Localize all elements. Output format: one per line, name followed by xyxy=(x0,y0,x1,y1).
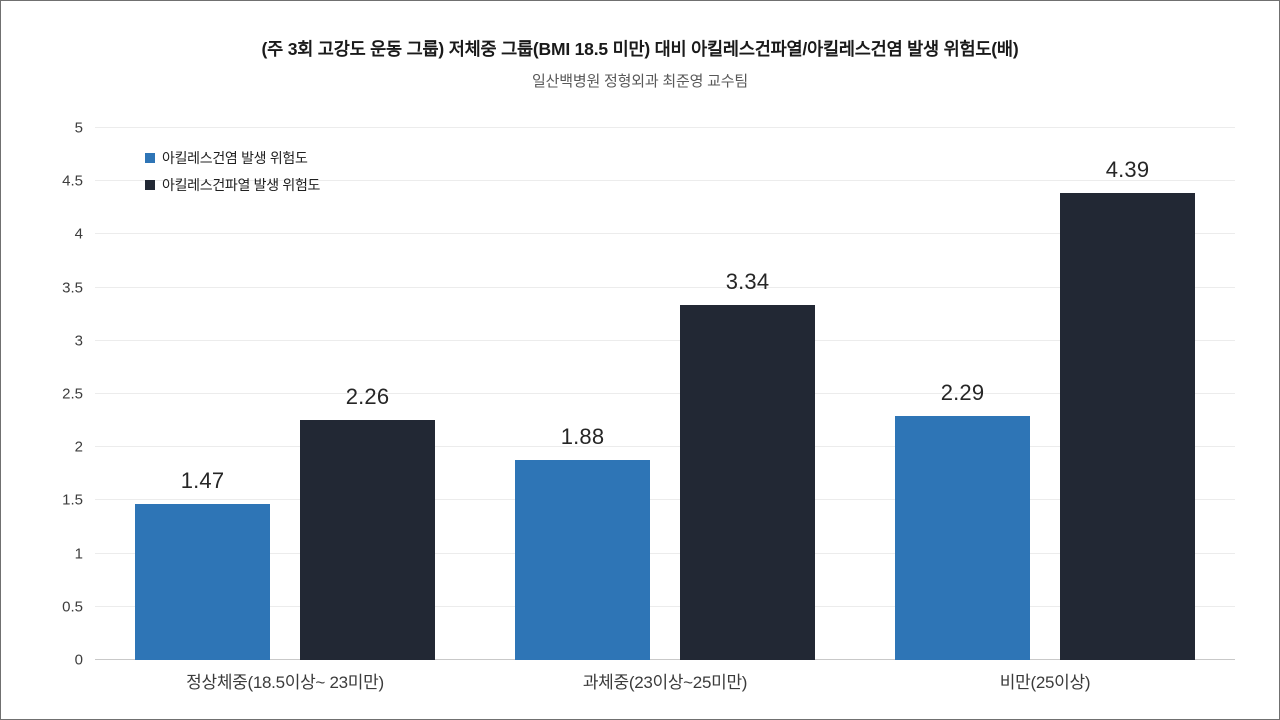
chart-subtitle: 일산백병원 정형외과 최준영 교수팀 xyxy=(532,73,748,90)
y-axis-tick-label: 5 xyxy=(74,119,83,137)
gridline xyxy=(95,127,1235,128)
legend-swatch xyxy=(145,153,155,163)
x-axis-category-label: 과체중(23이상~25미만) xyxy=(582,673,748,692)
legend-label: 아킬레스건파열 발생 위험도 xyxy=(162,177,321,193)
bar-value-label: 3.34 xyxy=(725,268,770,294)
chart-header: (주 3회 고강도 운동 그룹) 저체중 그룹(BMI 18.5 미만) 대비 … xyxy=(0,36,1280,91)
y-axis-tick-label: 0.5 xyxy=(62,598,83,616)
gridline xyxy=(95,499,1235,501)
gridline xyxy=(95,446,1235,448)
bar-groups: 1.47 2.26 1.88 3.34 2.29 4.39 xyxy=(95,128,1235,660)
y-axis-tick-label: 4 xyxy=(74,225,83,243)
gridline xyxy=(95,180,1235,182)
bar-value-label: 4.39 xyxy=(1105,156,1150,182)
bar: 1.88 xyxy=(515,424,650,660)
gridline xyxy=(95,233,1235,235)
x-axis-line xyxy=(95,659,1235,660)
bar: 2.26 xyxy=(300,384,435,660)
chart-title: (주 3회 고강도 운동 그룹) 저체중 그룹(BMI 18.5 미만) 대비 … xyxy=(261,39,1019,59)
bar: 1.47 xyxy=(135,468,270,660)
y-axis-tick-label: 1.5 xyxy=(62,491,83,509)
x-axis-labels: 정상체중(18.5이상~ 23미만) 과체중(23이상~25미만) 비만(25이상) xyxy=(95,668,1235,693)
gridline xyxy=(95,286,1235,288)
y-axis-tick-label: 2 xyxy=(74,438,83,456)
bar-group: 1.88 3.34 xyxy=(475,128,855,660)
y-axis-tick-label: 4.5 xyxy=(62,172,83,190)
gridline xyxy=(95,339,1235,341)
y-axis-tick-label: 0 xyxy=(74,651,83,669)
bar: 4.39 xyxy=(1060,157,1195,660)
legend-swatch xyxy=(145,180,155,190)
legend-item: 아킬레스건염 발생 위험도 xyxy=(145,148,320,168)
y-axis-tick-label: 1 xyxy=(74,545,83,563)
bar: 2.29 xyxy=(895,380,1030,660)
bar-value-label: 2.26 xyxy=(345,383,390,409)
bar-group: 2.29 4.39 xyxy=(855,128,1235,660)
bar: 3.34 xyxy=(680,269,815,660)
y-axis-tick-label: 3.5 xyxy=(62,279,83,297)
legend-label: 아킬레스건염 발생 위험도 xyxy=(162,150,308,166)
bar-value-label: 1.88 xyxy=(560,423,605,449)
y-axis-tick-label: 2.5 xyxy=(62,385,83,403)
bar-value-label: 1.47 xyxy=(180,467,225,493)
legend-item: 아킬레스건파열 발생 위험도 xyxy=(145,175,320,195)
gridline xyxy=(95,393,1235,394)
gridline xyxy=(95,552,1235,554)
bar-value-label: 2.29 xyxy=(940,380,985,406)
bar-group: 1.47 2.26 xyxy=(95,128,475,660)
y-axis-tick-label: 3 xyxy=(74,332,83,350)
gridline xyxy=(95,605,1235,607)
x-axis-category-label: 정상체중(18.5이상~ 23미만) xyxy=(186,673,384,692)
x-axis-category-label: 비만(25이상) xyxy=(999,673,1091,692)
